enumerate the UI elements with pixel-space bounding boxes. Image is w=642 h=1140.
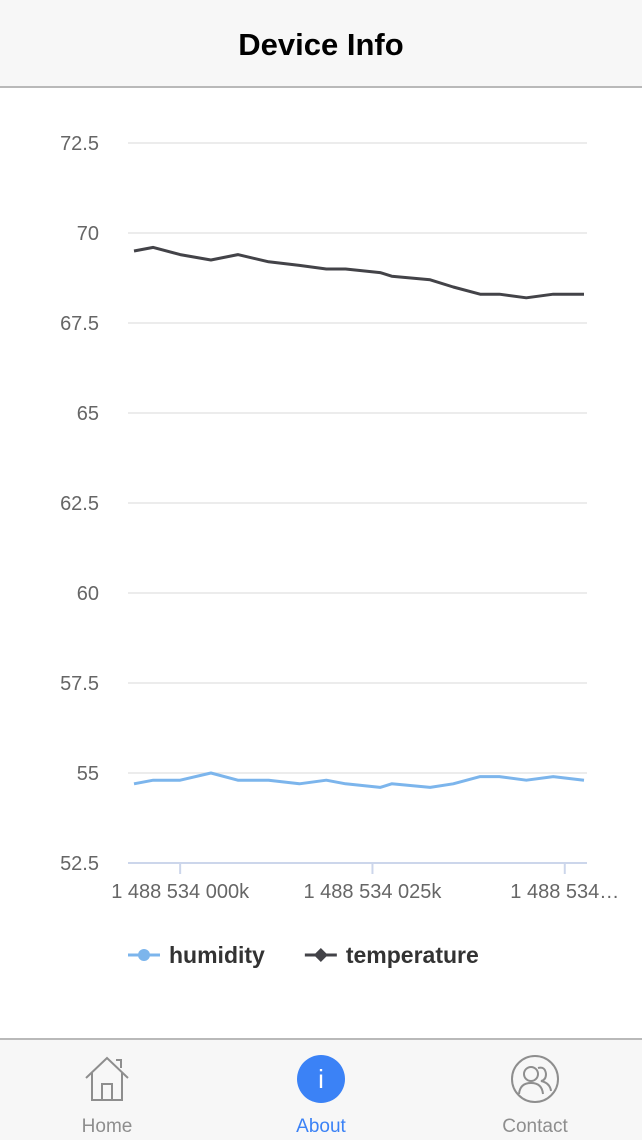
chart: 52.5 55 57.5 60 62.5 65 67.5 70 72.5 1 488 534 00… (60, 133, 619, 968)
legend-label: temperature (346, 942, 479, 968)
tab[interactable]: Contact (428, 1040, 642, 1140)
legend-marker (313, 948, 328, 962)
legend-item: humidity (128, 942, 265, 968)
tab[interactable]: i About (214, 1040, 428, 1140)
tab-label: About (296, 1116, 346, 1137)
svg-text:i: i (318, 1064, 324, 1094)
y-tick-label: 70 (77, 223, 99, 245)
tab-bar: Home i About Contact (0, 1038, 642, 1140)
y-tick-label: 62.5 (60, 493, 99, 515)
legend-label: humidity (169, 942, 265, 968)
x-tick-label: 1 488 534 000k (111, 881, 250, 903)
y-tick-label: 52.5 (60, 853, 99, 875)
x-tick-label: 1 488 534 025k (304, 881, 443, 903)
y-tick-label: 67.5 (60, 313, 99, 335)
y-tick-label: 65 (77, 403, 99, 425)
x-tick-label: 1 488 534… (510, 881, 619, 903)
header-title: Device Info (238, 27, 404, 62)
legend-marker (138, 949, 150, 961)
home-icon (85, 1056, 129, 1101)
series-line (133, 771, 585, 789)
series-line (133, 245, 584, 300)
legend-item: temperature (304, 942, 479, 968)
y-tick-label: 57.5 (60, 673, 99, 695)
y-tick-label: 55 (77, 763, 99, 785)
header: Device Info (0, 0, 642, 88)
about-icon: i (297, 1055, 345, 1103)
contact-icon (511, 1055, 559, 1103)
tab-label: Home (81, 1116, 133, 1137)
y-tick-label: 60 (77, 583, 99, 605)
tab[interactable]: Home (0, 1040, 214, 1140)
tab-label: Contact (502, 1116, 568, 1137)
y-tick-label: 72.5 (60, 133, 99, 155)
